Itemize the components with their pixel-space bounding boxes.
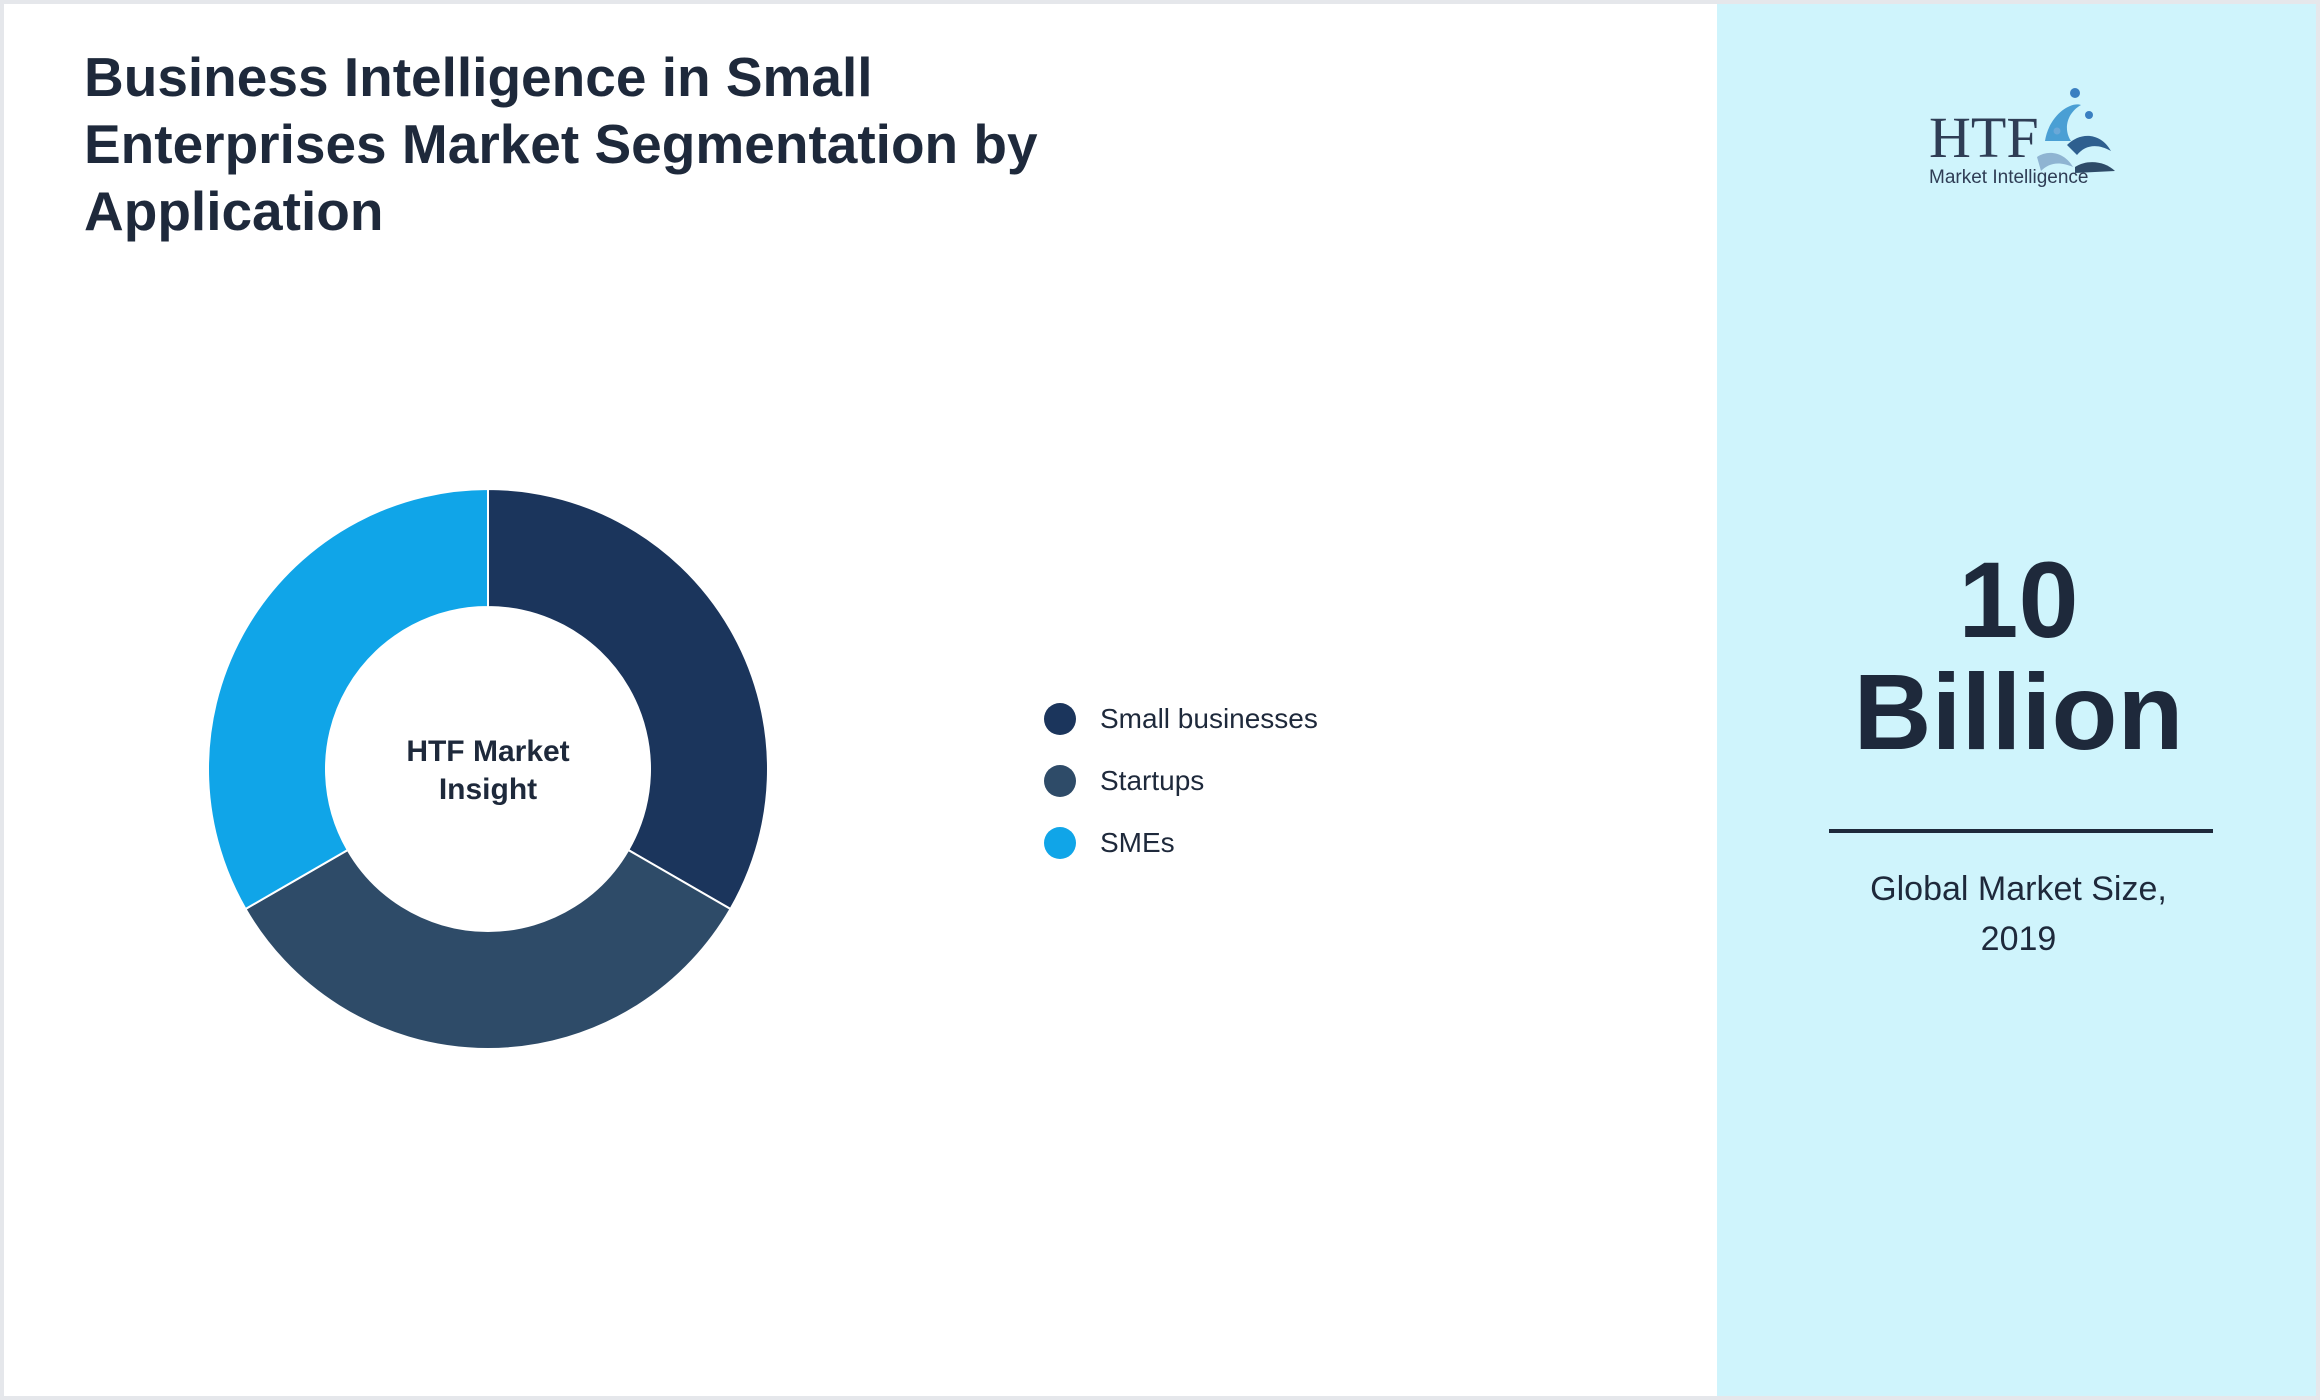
caption-line-1: Global Market Size, [1870,870,2167,908]
legend-label: SMEs [1100,827,1175,858]
legend-swatch [1044,703,1076,735]
metric-divider [1829,829,2213,833]
legend-item-startups: Startups [1044,750,1318,812]
legend-label: Startups [1100,765,1205,796]
donut-slice-small-businesses [487,487,769,911]
logo-swirl-icon [2037,88,2115,173]
market-size-value: 10 Billion [1717,539,2316,772]
donut-slice-smes [207,487,489,911]
donut-slice-startups [244,848,732,1050]
htf-logo: HTF Market Intelligence [1929,88,2115,188]
donut-center-label: Insight [439,773,537,806]
chart-legend: Small businesses Startups SMEs [1044,688,1318,874]
chart-panel: Business Intelligence in Small Enterpris… [4,4,1717,1396]
legend-item-small-businesses: Small businesses [1044,688,1318,750]
chart-title: Business Intelligence in Small Enterpris… [84,46,1038,242]
market-size-caption: Global Market Size, 2019 [1717,864,2316,964]
legend-label: Small businesses [1100,703,1318,734]
logo-subtitle: Market Intelligence [1929,167,2088,188]
caption-line-2: 2019 [1980,920,2057,958]
legend-swatch [1044,765,1076,797]
market-size-unit: Billion [1853,651,2184,772]
market-size-number: 10 [1958,539,2079,660]
market-size-panel: HTF Market Intelligence 10 Billion Globa… [1717,4,2316,1396]
legend-item-smes: SMEs [1044,812,1318,874]
donut-center-label: HTF Market [406,735,569,768]
donut-chart: HTF Market Insight [207,487,769,1050]
logo-text: HTF [1929,105,2039,170]
legend-swatch [1044,827,1076,859]
